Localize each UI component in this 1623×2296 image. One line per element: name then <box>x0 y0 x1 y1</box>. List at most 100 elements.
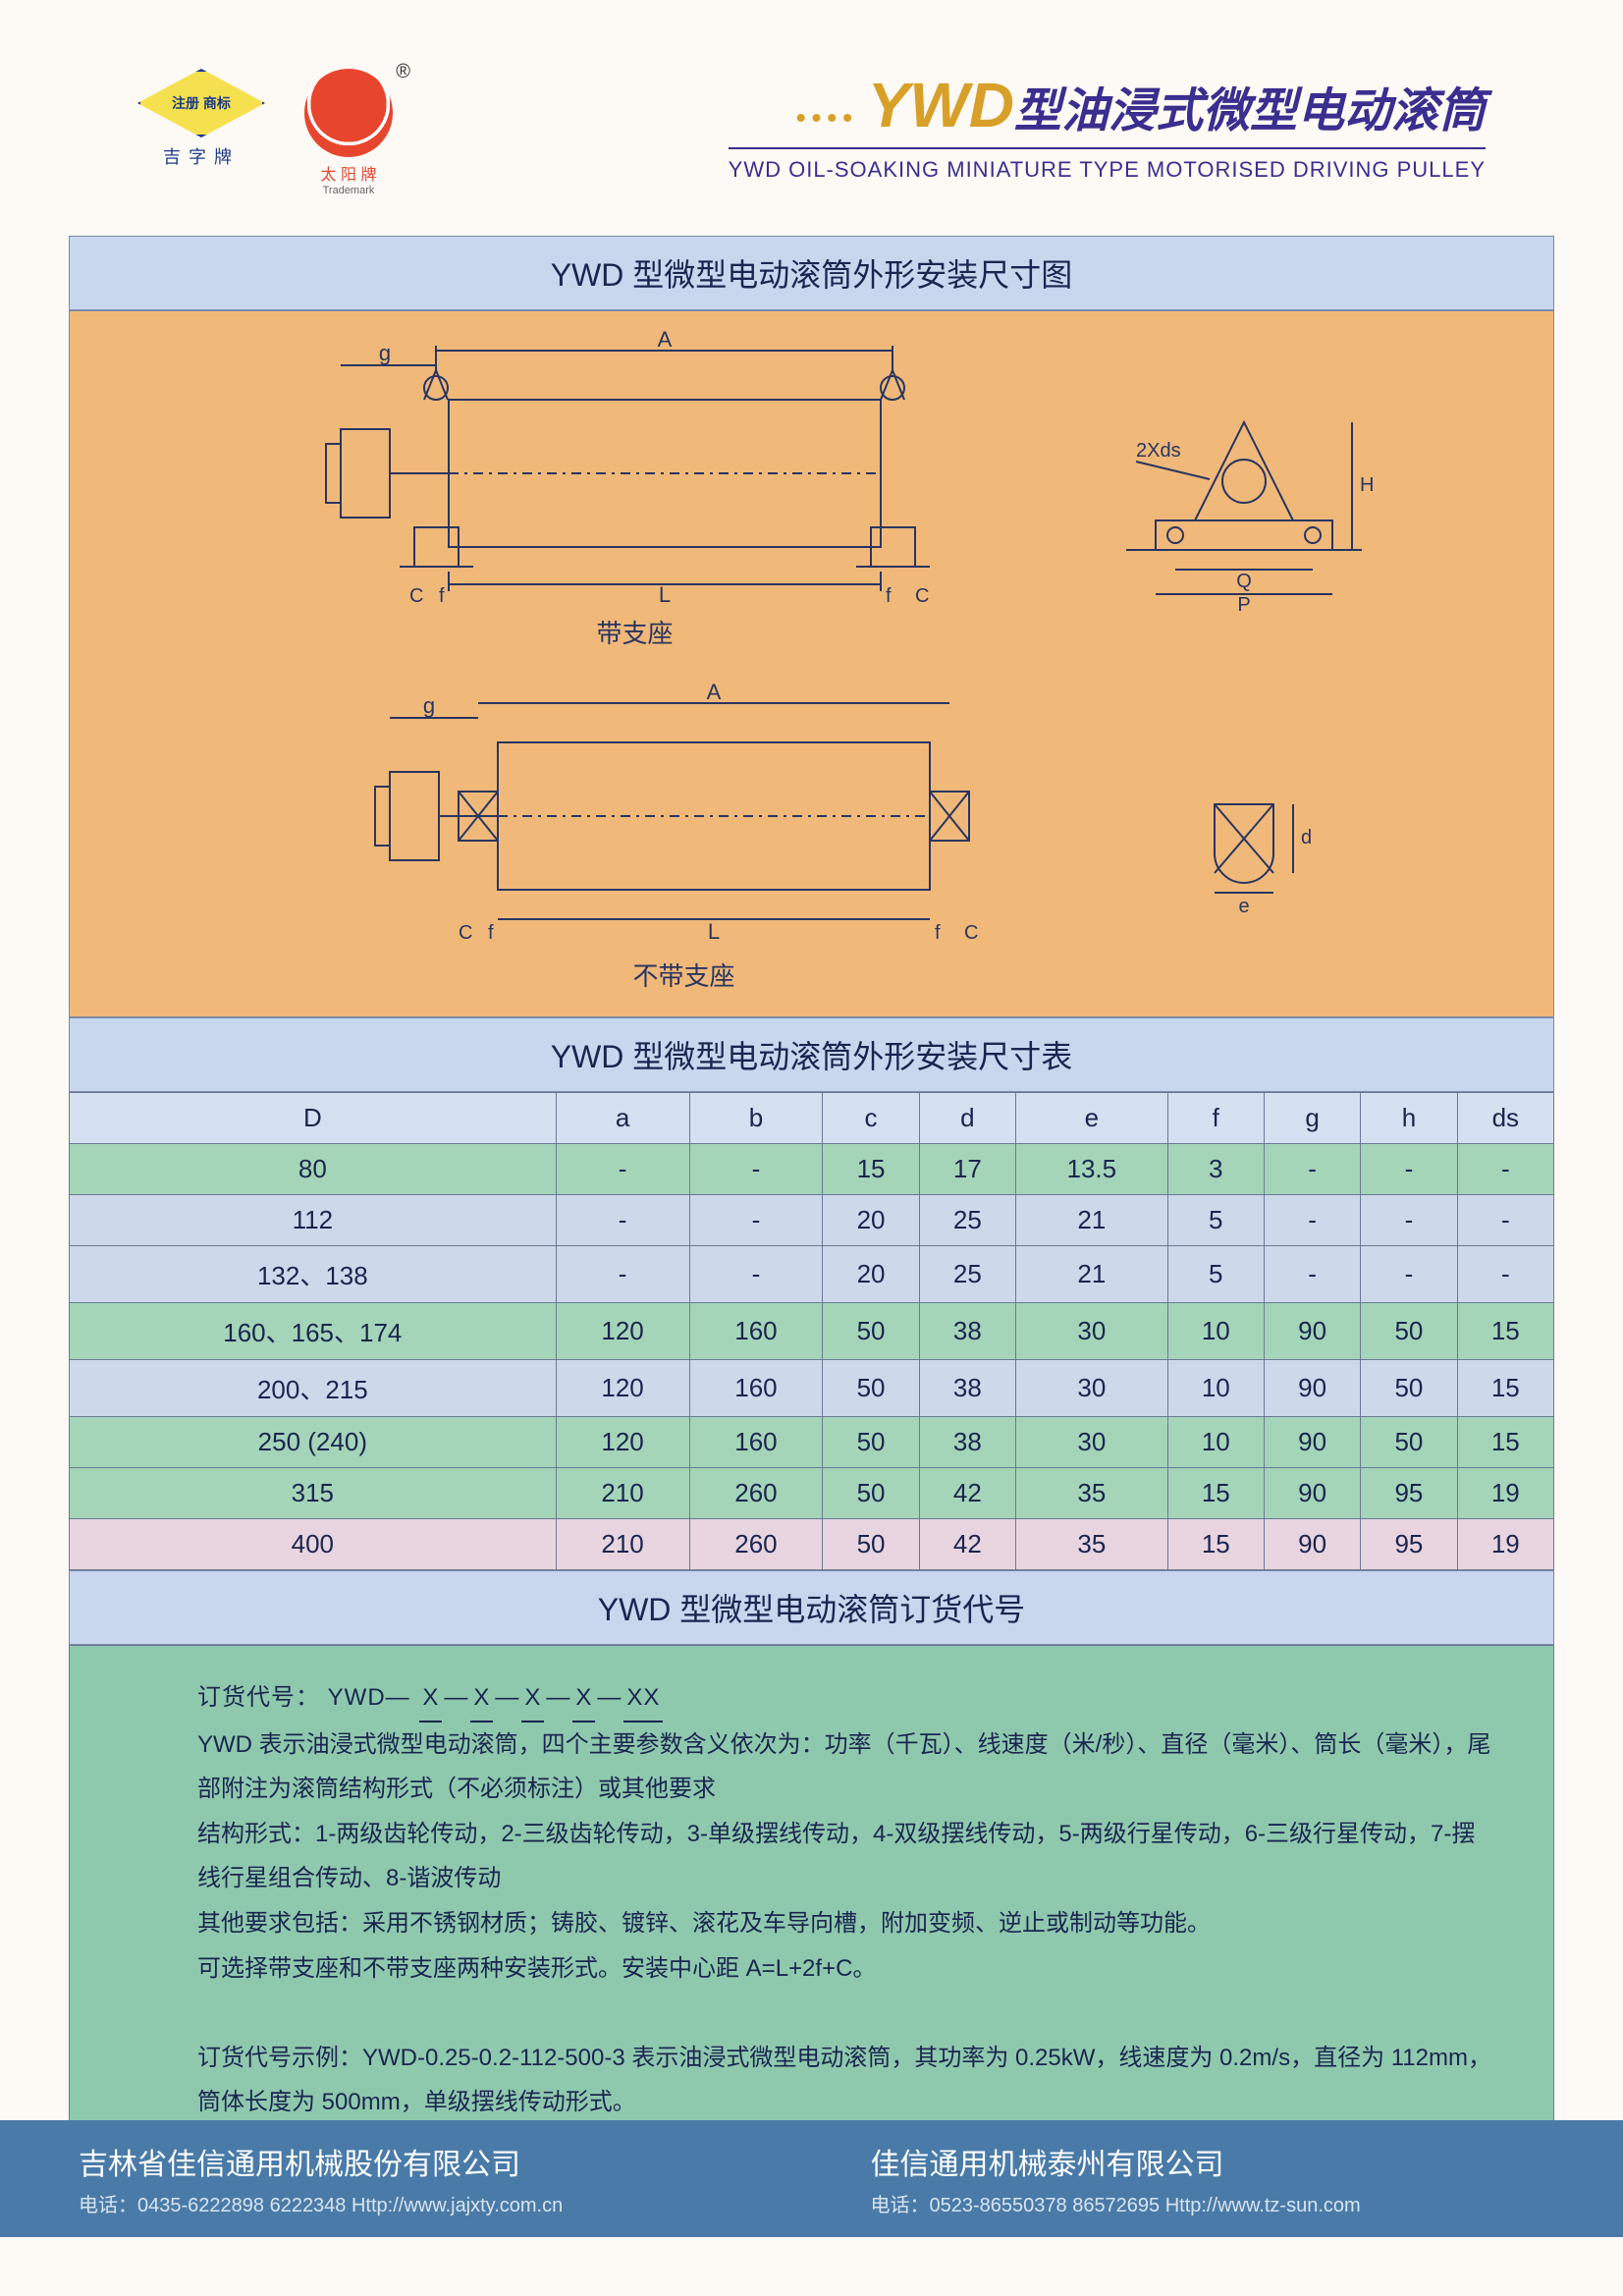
table-cell: - <box>1361 1246 1457 1303</box>
table-cell: 50 <box>1361 1360 1457 1417</box>
table-cell: 35 <box>1016 1468 1168 1519</box>
order-code-slots: X—X—X—X—XX <box>417 1684 665 1711</box>
order-p4: 可选择带支座和不带支座两种安装形式。安装中心距 A=L+2f+C。 <box>197 1946 1494 1992</box>
table-cell: 90 <box>1264 1417 1360 1468</box>
logo-sun-icon <box>304 69 393 157</box>
title-cn: 型油浸式微型电动滚筒 <box>1014 85 1486 137</box>
table-cell: 160 <box>689 1417 823 1468</box>
table-cell: 15 <box>1167 1468 1264 1519</box>
table-cell: 120 <box>556 1303 689 1360</box>
table-cell: - <box>1264 1144 1360 1195</box>
table-cell: 50 <box>823 1360 919 1417</box>
table-cell: 21 <box>1016 1246 1168 1303</box>
table-cell: 160、165、174 <box>70 1303 557 1360</box>
table-body: 80--151713.53---112--2025215---132、138--… <box>70 1144 1554 1570</box>
svg-text:2Xds: 2Xds <box>1136 440 1181 462</box>
table-cell: 50 <box>1361 1303 1457 1360</box>
table-cell: 90 <box>1264 1519 1360 1570</box>
logo-sun-label: 太 阳 牌 <box>321 161 377 185</box>
table-cell: 315 <box>70 1468 557 1519</box>
logo-jizi: 注册 商标 吉字牌 <box>137 69 265 169</box>
svg-text:C: C <box>409 585 423 606</box>
table-cell: 35 <box>1016 1519 1168 1570</box>
table-section-title: YWD 型微型电动滚筒外形安装尺寸表 <box>69 1017 1554 1092</box>
table-cell: 400 <box>70 1519 557 1570</box>
table-cell: 50 <box>823 1303 919 1360</box>
logo-diamond-text: 注册 商标 <box>172 93 231 113</box>
table-cell: 20 <box>823 1246 919 1303</box>
table-cell: 20 <box>823 1195 919 1246</box>
table-cell: 17 <box>919 1144 1015 1195</box>
title-block: ••••YWD型油浸式微型电动滚筒 YWD OIL-SOAKING MINIAT… <box>729 69 1486 183</box>
table-cell: 5 <box>1167 1246 1264 1303</box>
order-code-slot: X <box>419 1675 442 1722</box>
dots-icon: •••• <box>795 102 857 133</box>
schematic-with-support: A g L C f f C <box>233 331 1038 650</box>
table-cell: - <box>556 1144 689 1195</box>
table-cell: 210 <box>556 1519 689 1570</box>
order-code-line: 订货代号： YWD— X—X—X—X—XX <box>197 1675 1494 1722</box>
table-header-cell: b <box>689 1093 823 1144</box>
svg-text:C: C <box>459 922 472 944</box>
table-cell: - <box>556 1246 689 1303</box>
table-cell: 50 <box>823 1519 919 1570</box>
svg-text:d: d <box>1301 827 1312 848</box>
table-cell: 95 <box>1361 1468 1457 1519</box>
table-cell: 15 <box>1457 1303 1553 1360</box>
table-cell: 90 <box>1264 1468 1360 1519</box>
table-cell: 19 <box>1457 1468 1553 1519</box>
table-cell: 10 <box>1167 1303 1264 1360</box>
table-row: 160、165、17412016050383010905015 <box>70 1303 1554 1360</box>
svg-text:C: C <box>964 922 978 944</box>
table-cell: - <box>1457 1246 1553 1303</box>
table-row: 112--2025215--- <box>70 1195 1554 1246</box>
table-cell: - <box>1457 1195 1553 1246</box>
table-cell: 38 <box>919 1303 1015 1360</box>
schematic-shaft-detail: d e <box>1146 736 1342 932</box>
table-cell: 5 <box>1167 1195 1264 1246</box>
table-header-cell: f <box>1167 1093 1264 1144</box>
table-cell: 112 <box>70 1195 557 1246</box>
main-title: ••••YWD型油浸式微型电动滚筒 <box>729 69 1486 141</box>
order-code-slot: X <box>470 1675 493 1722</box>
table-cell: 200、215 <box>70 1360 557 1417</box>
table-cell: 42 <box>919 1519 1015 1570</box>
svg-text:A: A <box>706 680 721 704</box>
svg-text:H: H <box>1360 474 1374 496</box>
table-cell: 120 <box>556 1360 689 1417</box>
schematic-without-support: A g L C f f C 不带支座 <box>282 674 1087 993</box>
svg-text:g: g <box>422 693 434 718</box>
svg-text:f: f <box>935 922 941 944</box>
diagram-label-2: 不带支座 <box>282 957 1087 993</box>
svg-text:L: L <box>658 582 670 606</box>
table-cell: 21 <box>1016 1195 1168 1246</box>
svg-text:P: P <box>1237 594 1250 616</box>
page-header: 注册 商标 吉字牌 太 阳 牌 Trademark ••••YWD型油浸式微型电… <box>0 0 1623 206</box>
order-section-title: YWD 型微型电动滚筒订货代号 <box>69 1570 1554 1645</box>
table-header-cell: D <box>70 1093 557 1144</box>
table-cell: 30 <box>1016 1303 1168 1360</box>
order-p1: YWD 表示油浸式微型电动滚筒，四个主要参数含义依次为：功率（千瓦）、线速度（米… <box>197 1722 1494 1812</box>
table-row: 80--151713.53--- <box>70 1144 1554 1195</box>
table-header-cell: d <box>919 1093 1015 1144</box>
table-cell: 50 <box>1361 1417 1457 1468</box>
svg-text:Q: Q <box>1236 571 1252 592</box>
table-cell: 80 <box>70 1144 557 1195</box>
order-p3: 其他要求包括：采用不锈钢材质；铸胶、镀锌、滚花及车导向槽，附加变频、逆止或制动等… <box>197 1901 1494 1946</box>
table-row: 250 (240)12016050383010905015 <box>70 1417 1554 1468</box>
table-cell: 90 <box>1264 1360 1360 1417</box>
logo-diamond-icon: 注册 商标 <box>137 69 265 137</box>
table-header-row: Dabcdefghds <box>70 1093 1554 1144</box>
table-cell: 90 <box>1264 1303 1360 1360</box>
footer-info-1: 电话：0435-6222898 6222348 Http://www.jajxt… <box>79 2189 753 2217</box>
table-cell: 132、138 <box>70 1246 557 1303</box>
svg-text:f: f <box>488 922 494 944</box>
logo-sun-sub: Trademark <box>323 185 375 196</box>
table-cell: 260 <box>689 1519 823 1570</box>
table-cell: 250 (240) <box>70 1417 557 1468</box>
order-code-slot: XX <box>623 1675 663 1722</box>
table-cell: 25 <box>919 1246 1015 1303</box>
table-cell: - <box>689 1246 823 1303</box>
logo-sun: 太 阳 牌 Trademark <box>304 69 393 196</box>
table-header-cell: ds <box>1457 1093 1553 1144</box>
